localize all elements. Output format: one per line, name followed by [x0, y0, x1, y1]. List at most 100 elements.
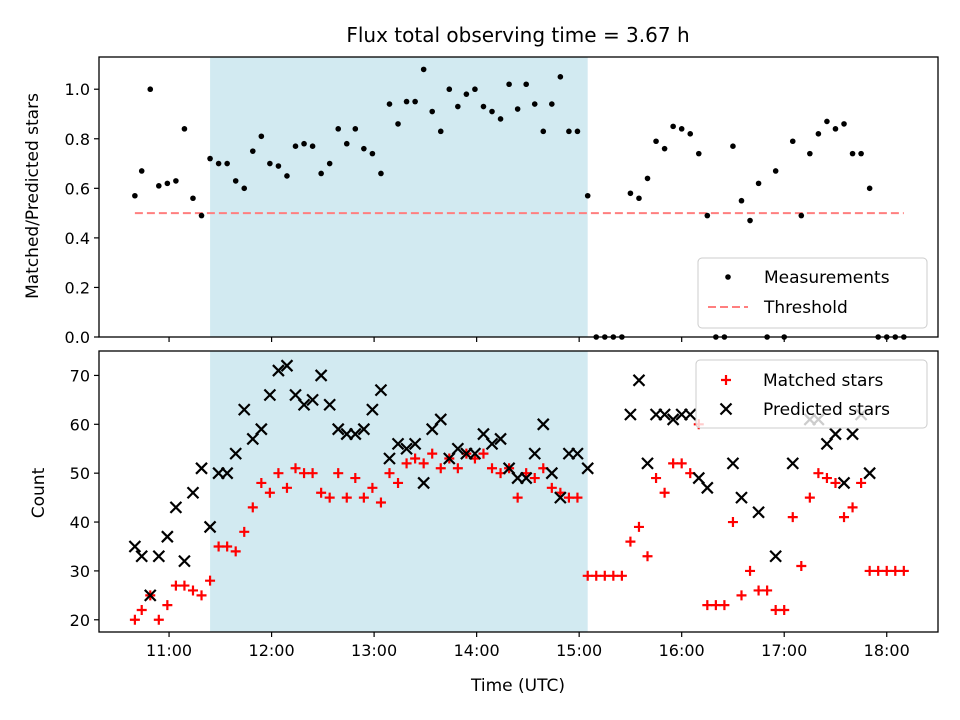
- measurement-point: [584, 192, 591, 199]
- predicted-point: [306, 393, 319, 407]
- legend-matched-label: Matched stars: [763, 371, 883, 391]
- measurement-point: [386, 101, 393, 107]
- predicted-point: [169, 501, 183, 514]
- predicted-point: [314, 369, 328, 382]
- y-tick-label: 0.6: [65, 179, 90, 198]
- observing-span-rect: [210, 57, 588, 337]
- count-legend: Matched stars Predicted stars: [695, 359, 928, 429]
- measurement-point: [858, 150, 864, 157]
- y-tick-label: 0.2: [65, 278, 90, 297]
- measurement-point: [292, 143, 299, 150]
- matched-point: [651, 473, 662, 484]
- predicted-point: [135, 549, 148, 563]
- predicted-point: [128, 540, 142, 553]
- matched-point: [153, 614, 164, 625]
- measurement-point: [156, 183, 162, 189]
- measurement-point: [747, 217, 753, 224]
- measurement-point: [636, 195, 642, 202]
- predicted-point: [143, 589, 157, 602]
- predicted-point: [391, 437, 405, 451]
- y-tick-label: 1.0: [65, 80, 90, 99]
- matched-point: [563, 492, 574, 503]
- x-tick-label: 14:00: [454, 641, 500, 660]
- predicted-point: [349, 427, 362, 441]
- matched-point: [608, 570, 619, 581]
- measurement-point: [841, 121, 847, 127]
- matched-point: [136, 605, 147, 616]
- measurement-point: [190, 195, 196, 202]
- y-tick-label: 40: [70, 513, 90, 532]
- observing-span-shade: [210, 57, 588, 337]
- measurement-point: [824, 118, 830, 125]
- measurement-point: [653, 138, 659, 145]
- predicted-point: [641, 457, 654, 470]
- measurement-point: [343, 140, 350, 147]
- measurement-point: [173, 178, 179, 184]
- measurement-point: [866, 185, 873, 192]
- axes-frame: [98, 350, 939, 633]
- measurement-point: [147, 86, 154, 93]
- matched-point: [179, 580, 190, 591]
- x-tick-label: 17:00: [761, 641, 807, 660]
- matched-point: [821, 473, 832, 484]
- predicted-point: [178, 554, 191, 568]
- predicted-point: [263, 388, 277, 402]
- matched-point: [247, 502, 258, 513]
- predicted-point: [536, 418, 550, 431]
- matched-point: [205, 575, 216, 586]
- matched-point: [367, 482, 378, 493]
- measurement-point: [318, 170, 324, 177]
- measurement-point: [275, 163, 282, 169]
- measurement-point: [815, 131, 822, 137]
- matched-point: [599, 570, 610, 581]
- matched-point: [847, 502, 858, 513]
- predicted-point: [383, 452, 396, 465]
- measurement-point: [429, 108, 436, 115]
- predicted-point: [280, 359, 294, 372]
- predicted-point: [719, 402, 733, 416]
- predicted-point: [846, 427, 859, 441]
- predicted-point: [683, 408, 697, 421]
- predicted-point: [297, 398, 311, 412]
- axes-frame: [98, 56, 939, 338]
- matched-point: [427, 448, 438, 459]
- predicted-point: [451, 442, 465, 456]
- measurement-point: [215, 160, 222, 167]
- measurement-point: [284, 173, 290, 179]
- matched-point: [196, 590, 207, 601]
- measurement-point: [412, 98, 418, 105]
- matched-point: [264, 487, 275, 498]
- matched-point: [307, 468, 318, 479]
- matched-point: [316, 487, 327, 498]
- matched-point: [642, 551, 653, 562]
- matched-point: [170, 580, 181, 591]
- matched-point: [898, 565, 909, 576]
- measurement-point: [326, 160, 333, 167]
- matched-point: [435, 463, 446, 474]
- measurement-point: [704, 212, 711, 219]
- matched-point: [890, 565, 901, 576]
- measurement-point: [627, 190, 634, 197]
- predicted-point: [417, 476, 430, 490]
- matched-point: [710, 600, 721, 611]
- matched-point: [770, 605, 781, 616]
- matched-point: [529, 473, 540, 484]
- measurement-point: [807, 150, 813, 157]
- x-tick-label: 11:00: [146, 641, 192, 660]
- matched-point: [213, 541, 224, 552]
- matched-point: [616, 570, 627, 581]
- matched-point: [418, 458, 429, 469]
- measurement-point: [506, 81, 512, 88]
- measurement-point: [789, 138, 796, 145]
- predicted-point: [229, 447, 242, 460]
- matched-point: [546, 482, 557, 493]
- matched-point: [721, 375, 731, 385]
- predicted-point: [581, 462, 594, 475]
- measurement-point: [480, 103, 487, 110]
- matched-point: [864, 565, 875, 576]
- predicted-point: [203, 520, 217, 534]
- predicted-point: [571, 447, 584, 460]
- ratio-y-axis-label: Matched/Predicted stars: [23, 93, 43, 299]
- measurement-point: [755, 180, 762, 187]
- matched-point: [384, 468, 395, 479]
